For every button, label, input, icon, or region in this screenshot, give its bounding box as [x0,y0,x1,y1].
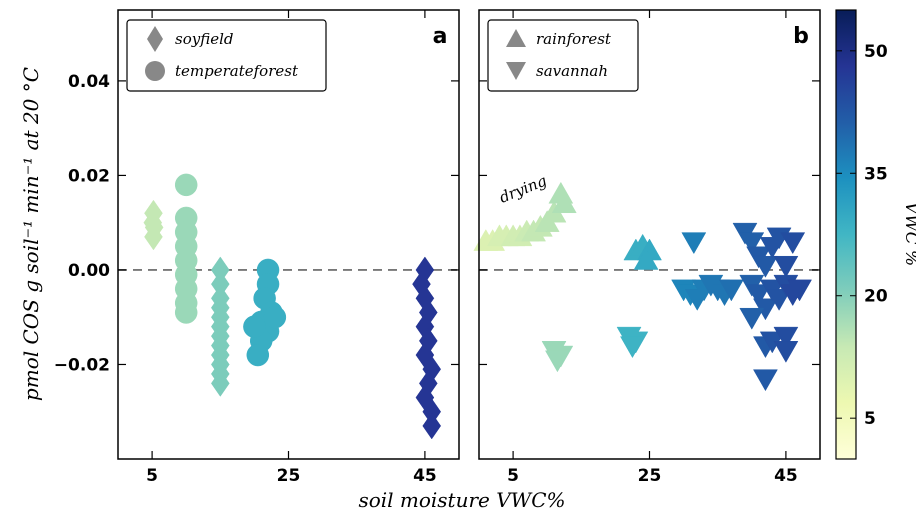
legend-b: rainforest savannah [487,19,639,92]
drying-annotation: drying [497,172,549,207]
panel-a: −0.02 0.00 0.02 0.04 5 25 45 a soyfield tempe… [54,9,460,486]
legend-box-a [126,19,327,92]
legend-label-temperateforest: temperateforest [175,62,299,80]
savannah-marker [780,232,806,255]
rainforest-marker [633,247,659,270]
y-axis-ticks-b [479,80,820,366]
temperateforest-marker [174,173,198,197]
x-tick-label: 45 [413,466,437,486]
panel-b-data-marks [473,181,812,392]
colorbar-tick-label: 35 [864,164,888,184]
soyfield-marker [144,223,163,251]
rainforest-marker [551,191,577,214]
savannah-marker [773,341,799,363]
savannah-marker [718,279,744,302]
savannah-marker [544,350,570,373]
legend-label-rainforest: rainforest [536,30,612,48]
savannah-marker [753,255,778,278]
soyfield-marker [422,412,442,440]
x-axis-label: soil moisture VWC% [358,488,565,512]
x-tick-label: 25 [638,466,662,486]
soyfield-marker [210,369,230,397]
legend-label-savannah: savannah [536,62,608,80]
legend-diamond-icon [147,26,163,52]
colorbar-ticks: 5 20 35 50 [836,42,888,429]
temperateforest-marker [174,301,198,324]
x-tick-label: 25 [277,466,301,486]
temperateforest-marker [263,305,287,329]
panel-label-a: a [433,24,448,49]
x-tick-label: 5 [146,466,158,486]
savannah-marker [681,232,707,255]
x-axis-ticks-b: 5 25 45 [507,10,798,486]
savannah-marker [739,232,765,255]
legend-circle-icon [145,61,165,81]
savannah-marker [746,284,772,307]
x-axis-ticks-a: 5 25 45 [146,10,437,486]
savannah-marker [773,255,799,278]
legend-box-b [487,19,639,92]
temperateforest-marker [246,343,270,367]
savannah-marker [753,369,778,392]
y-tick-label: 0.00 [68,261,110,281]
savannah-marker [620,336,645,359]
panel-label-b: b [793,24,809,49]
temperateforest-marker [243,315,266,338]
savannah-marker [773,326,799,349]
colorbar-tick-label: 50 [864,42,888,62]
y-axis-ticks-a: −0.02 0.00 0.02 0.04 [54,72,459,375]
y-axis-label: pmol COS g soil⁻¹ min⁻¹ at 20 °C [19,67,43,401]
savannah-marker [787,279,812,302]
colorbar-gradient [835,9,857,460]
colorbar-label: VWC % [901,202,916,266]
y-tick-label: 0.02 [68,166,110,186]
savannah-marker [739,307,765,330]
legend-a: soyfield temperateforest [126,19,327,92]
panel-a-data-marks [143,173,442,440]
y-tick-label: 0.04 [68,72,110,92]
x-tick-label: 5 [507,466,519,486]
colorbar-tick-label: 5 [864,409,876,429]
y-tick-label: −0.02 [54,355,110,375]
legend-triangle-down-icon [506,62,526,80]
panel-b: 5 25 45 b drying rainforest savannah [473,9,821,486]
legend-label-soyfield: soyfield [175,30,233,48]
x-tick-label: 45 [774,466,798,486]
colorbar: 5 20 35 50 VWC % [835,9,916,460]
colorbar-tick-label: 20 [864,287,888,307]
legend-triangle-up-icon [506,29,526,47]
